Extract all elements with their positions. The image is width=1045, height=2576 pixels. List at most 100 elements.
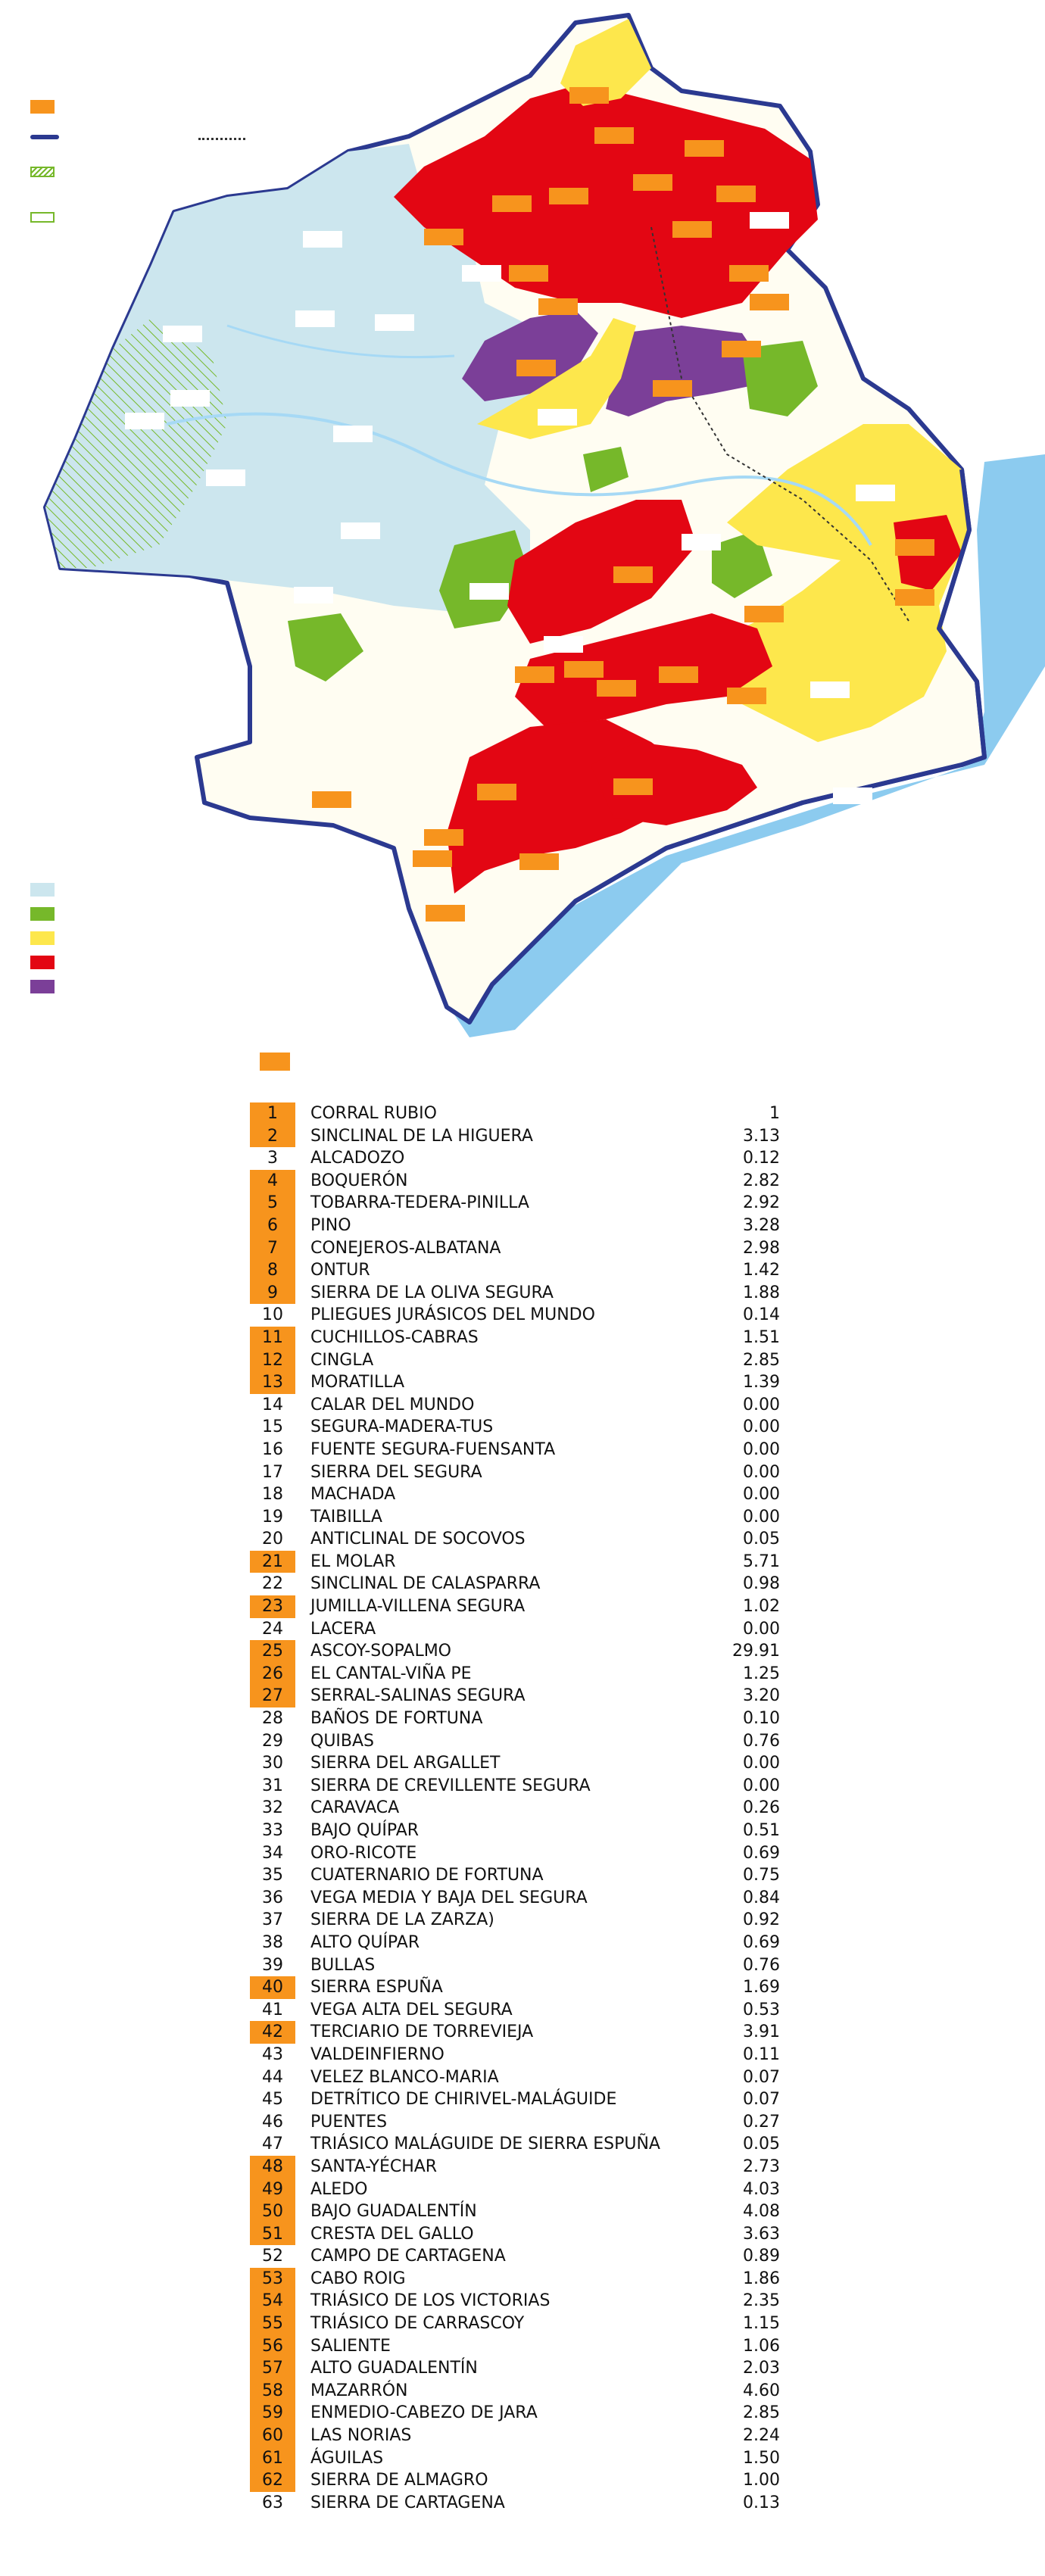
table-row: 31 SIERRA DE CREVILLENTE SEGURA 0.00	[250, 1775, 780, 1798]
row-value: 0.69	[743, 1932, 780, 1952]
row-value: 1.02	[743, 1597, 780, 1617]
row-value: 3.13	[743, 1126, 780, 1146]
table-row: 55 TRIÁSICO DE CARRASCOY 1.15	[250, 2312, 780, 2335]
legend-orange-swatch	[30, 100, 55, 114]
row-value: 1.15	[743, 2314, 780, 2334]
row-name: BULLAS	[310, 1955, 376, 1975]
zone-red-central	[507, 500, 697, 644]
river-2	[226, 324, 455, 359]
row-number: 63	[262, 2493, 283, 2512]
table-row: 61 ÁGUILAS 1.50	[250, 2447, 780, 2470]
class-light-blue-swatch	[30, 883, 55, 897]
row-name: SINCLINAL DE CALASPARRA	[310, 1574, 541, 1594]
row-name: DETRÍTICO DE CHIRIVEL-MALÁGUIDE	[310, 2090, 617, 2110]
row-name: LACERA	[310, 1619, 376, 1639]
row-value: 0.00	[743, 1485, 780, 1505]
table-row: 39 BULLAS 0.76	[250, 1954, 780, 1977]
row-number: 50	[250, 2200, 295, 2223]
row-name: ENMEDIO-CABEZO DE JARA	[310, 2403, 538, 2423]
row-value: 0.00	[743, 1619, 780, 1639]
table-row: 45 DETRÍTICO DE CHIRIVEL-MALÁGUIDE 0.07	[250, 2088, 780, 2111]
row-number: 59	[250, 2402, 295, 2425]
row-name: SIERRA DEL ARGALLET	[310, 1754, 501, 1773]
table-row: 25 ASCOY-SOPALMO 29.91	[250, 1640, 780, 1663]
row-number: 40	[250, 1976, 295, 1999]
row-value: 0.00	[743, 1417, 780, 1437]
basin-map	[43, 13, 1045, 1037]
row-number: 47	[262, 2135, 283, 2154]
class-red-swatch	[30, 956, 55, 969]
row-number: 48	[250, 2155, 295, 2178]
table-row: 33 BAJO QUÍPAR 0.51	[250, 1820, 780, 1842]
row-name: PUENTES	[310, 2112, 388, 2132]
row-name: ALTO GUADALENTÍN	[310, 2359, 478, 2378]
row-name: CABO ROIG	[310, 2269, 406, 2288]
row-number: 24	[262, 1619, 283, 1639]
row-name: CINGLA	[310, 1350, 374, 1370]
row-name: SANTA-YÉCHAR	[310, 2157, 438, 2176]
row-value: 1.42	[743, 1261, 780, 1280]
row-number: 13	[250, 1371, 295, 1394]
row-value: 0.27	[743, 2112, 780, 2132]
table-row: 53 CABO ROIG 1.86	[250, 2267, 780, 2291]
table-row: 19 TAIBILLA 0.00	[250, 1506, 780, 1529]
row-value: 0.05	[743, 2135, 780, 2154]
table-row: 46 PUENTES 0.27	[250, 2111, 780, 2134]
zone-green-4	[583, 447, 629, 492]
zone-green-2	[439, 530, 530, 628]
row-value: 0.76	[743, 1731, 780, 1751]
row-name: VEGA MEDIA Y BAJA DEL SEGURA	[310, 1888, 588, 1907]
row-value: 0.26	[743, 1798, 780, 1818]
row-number: 21	[250, 1550, 295, 1573]
row-value: 0.13	[743, 2493, 780, 2512]
table-row: 49 ALEDO 4.03	[250, 2178, 780, 2201]
row-value: 29.91	[732, 1642, 780, 1661]
row-number: 62	[250, 2469, 295, 2492]
row-number: 23	[250, 1595, 295, 1618]
row-number: 10	[262, 1305, 283, 1325]
table-row: 28 BAÑOS DE FORTUNA 0.10	[250, 1707, 780, 1730]
row-name: ASCOY-SOPALMO	[310, 1642, 452, 1661]
row-number: 29	[262, 1731, 283, 1751]
row-name: CALAR DEL MUNDO	[310, 1395, 475, 1414]
row-number: 19	[262, 1507, 283, 1527]
row-name: BAJO QUÍPAR	[310, 1821, 420, 1840]
row-value: 0.69	[743, 1843, 780, 1863]
row-name: CUATERNARIO DE FORTUNA	[310, 1866, 544, 1885]
row-number: 28	[262, 1709, 283, 1729]
row-name: CAMPO DE CARTAGENA	[310, 2247, 506, 2266]
row-number: 27	[250, 1685, 295, 1708]
row-name: ÁGUILAS	[310, 2448, 384, 2468]
table-row: 21 EL MOLAR 5.71	[250, 1550, 780, 1573]
row-value: 0.84	[743, 1888, 780, 1907]
row-value: 1.88	[743, 1283, 780, 1302]
sea	[454, 454, 1045, 1037]
row-number: 35	[262, 1866, 283, 1885]
row-number: 31	[262, 1776, 283, 1795]
legend-green-outline-swatch	[30, 212, 55, 223]
row-value: 1.39	[743, 1373, 780, 1392]
table-row: 17 SIERRA DEL SEGURA 0.00	[250, 1461, 780, 1484]
table-row: 34 ORO-RICOTE 0.69	[250, 1842, 780, 1865]
table-row: 12 CINGLA 2.85	[250, 1349, 780, 1372]
row-number: 51	[250, 2222, 295, 2246]
table-row: 11 CUCHILLOS-CABRAS 1.51	[250, 1326, 780, 1349]
row-number: 1	[250, 1102, 295, 1125]
table-row: 27 SERRAL-SALINAS SEGURA 3.20	[250, 1685, 780, 1708]
row-value: 0.00	[743, 1754, 780, 1773]
row-number: 16	[262, 1439, 283, 1459]
row-name: SERRAL-SALINAS SEGURA	[310, 1686, 526, 1706]
table-row: 42 TERCIARIO DE TORREVIEJA 3.91	[250, 2021, 780, 2044]
row-number: 17	[262, 1462, 283, 1482]
row-name: SEGURA-MADERA-TUS	[310, 1417, 494, 1437]
row-number: 5	[250, 1192, 295, 1215]
table-row: 41 VEGA ALTA DEL SEGURA 0.53	[250, 1999, 780, 2022]
row-number: 6	[250, 1214, 295, 1237]
table-row: 18 MACHADA 0.00	[250, 1483, 780, 1506]
row-number: 15	[262, 1417, 283, 1437]
row-value: 1.25	[743, 1664, 780, 1683]
row-name: BAJO GUADALENTÍN	[310, 2202, 477, 2222]
row-value: 1.06	[743, 2336, 780, 2356]
row-number: 36	[262, 1888, 283, 1907]
row-value: 0.00	[743, 1462, 780, 1482]
